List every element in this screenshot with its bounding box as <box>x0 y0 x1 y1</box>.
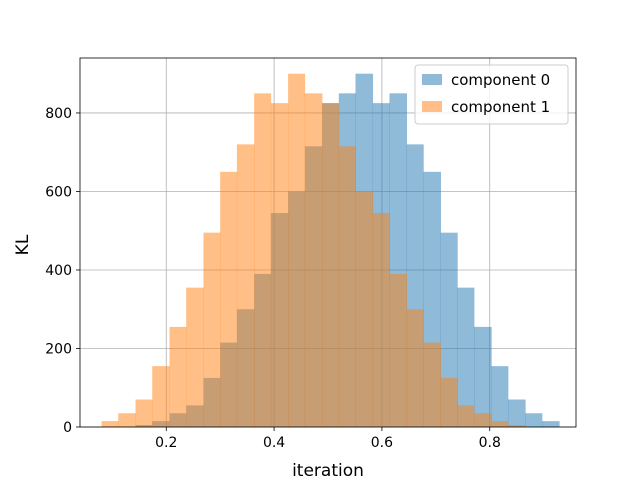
bar-component-1-0 <box>101 421 119 427</box>
bar-component-0-23 <box>525 413 543 427</box>
bar-component-1-14 <box>338 146 356 427</box>
bar-component-1-20 <box>440 377 458 427</box>
x-axis-label: iteration <box>292 461 364 480</box>
bar-component-1-24 <box>508 425 526 427</box>
bar-component-1-18 <box>406 309 424 427</box>
x-tick-label: 0.8 <box>479 435 501 451</box>
bar-component-1-1 <box>118 413 136 427</box>
y-axis-label: KL <box>13 234 33 255</box>
plot-frame <box>79 57 577 428</box>
bar-component-1-12 <box>304 93 323 428</box>
legend-swatch-1 <box>422 101 442 112</box>
legend: component 0 component 1 <box>414 64 569 125</box>
bar-component-1-15 <box>355 191 374 427</box>
bar-component-1-16 <box>372 213 390 427</box>
bar-component-0-24 <box>542 421 560 427</box>
legend-box <box>414 64 569 125</box>
legend-label-0: component 0 <box>451 71 550 89</box>
bar-component-1-5 <box>186 287 204 427</box>
bar-component-1-9 <box>254 93 272 428</box>
bar-component-1-21 <box>457 405 475 427</box>
legend-swatch-0 <box>422 74 442 85</box>
bar-component-1-2 <box>135 399 153 427</box>
bar-component-1-4 <box>169 326 187 427</box>
y-tick-label: 600 <box>45 184 72 200</box>
bar-component-1-19 <box>423 342 441 427</box>
histogram-bars <box>101 73 560 428</box>
bar-component-0-19 <box>457 287 475 427</box>
bar-component-1-22 <box>474 413 492 427</box>
bar-component-0-20 <box>474 326 492 427</box>
bar-component-1-23 <box>491 421 509 427</box>
bar-component-1-8 <box>236 144 255 428</box>
y-tick-label: 800 <box>45 106 72 122</box>
y-tick-label: 200 <box>45 341 72 357</box>
bar-component-1-7 <box>220 171 238 427</box>
x-tick-label: 0.2 <box>155 435 177 451</box>
bar-component-0-21 <box>491 366 509 427</box>
bar-component-1-13 <box>322 103 340 427</box>
x-tick-label: 0.4 <box>263 435 285 451</box>
x-tick-label: 0.6 <box>371 435 393 451</box>
legend-label-1: component 1 <box>451 98 550 116</box>
bar-component-0-22 <box>508 399 526 427</box>
axes <box>79 57 577 428</box>
bar-component-1-17 <box>389 273 408 427</box>
bar-component-1-3 <box>152 366 170 427</box>
bar-component-1-6 <box>203 232 221 427</box>
bar-component-1-11 <box>288 73 306 428</box>
bar-component-1-10 <box>270 103 289 427</box>
y-tick-label: 0 <box>63 420 72 436</box>
tick-labels: 0.2 0.4 0.6 0.8 0 200 400 600 800 <box>45 106 501 451</box>
y-tick-label: 400 <box>45 263 72 279</box>
